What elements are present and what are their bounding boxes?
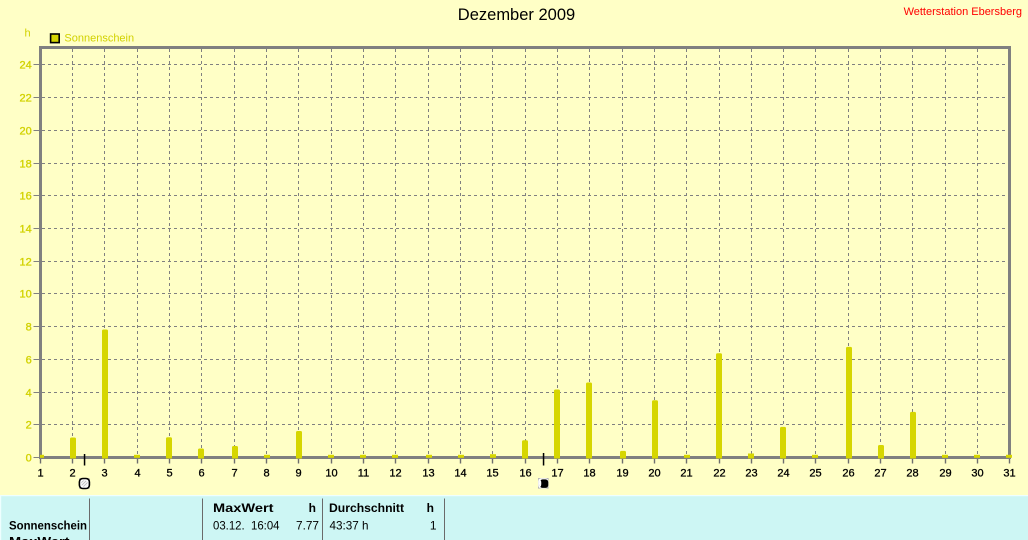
svg-text:20: 20 <box>648 468 660 480</box>
svg-text:15: 15 <box>486 468 498 480</box>
svg-text:h: h <box>309 501 316 515</box>
svg-text:24: 24 <box>20 60 32 72</box>
svg-text:23: 23 <box>745 468 757 480</box>
svg-text:2: 2 <box>69 468 75 480</box>
svg-text:9: 9 <box>295 468 301 480</box>
svg-text:1: 1 <box>430 519 437 533</box>
svg-text:1: 1 <box>37 468 43 480</box>
svg-text:h: h <box>427 501 434 515</box>
svg-text:18: 18 <box>20 159 32 171</box>
svg-text:30: 30 <box>971 468 983 480</box>
svg-text:16: 16 <box>20 191 32 203</box>
svg-text:14: 14 <box>20 224 32 236</box>
svg-text:17: 17 <box>551 468 563 480</box>
svg-text:14: 14 <box>454 468 466 480</box>
svg-text:11: 11 <box>358 468 369 480</box>
svg-text:13: 13 <box>422 468 434 480</box>
svg-text:Sonnenschein: Sonnenschein <box>64 33 134 45</box>
svg-text:18: 18 <box>583 468 595 480</box>
svg-text:6: 6 <box>26 355 32 367</box>
svg-text:MaxWert: MaxWert <box>213 501 274 515</box>
svg-text:16: 16 <box>519 468 531 480</box>
svg-text:03.12. 16:04: 03.12. 16:04 <box>213 519 280 533</box>
svg-text:21: 21 <box>680 468 692 480</box>
svg-text:22: 22 <box>713 468 725 480</box>
svg-text:4: 4 <box>134 468 140 480</box>
svg-text:2: 2 <box>26 420 32 432</box>
svg-text:19: 19 <box>616 468 628 480</box>
svg-text:24: 24 <box>777 468 789 480</box>
svg-text:5: 5 <box>166 468 172 480</box>
svg-text:0: 0 <box>26 453 32 465</box>
svg-text:Dezember 2009: Dezember 2009 <box>458 6 575 24</box>
svg-text:4: 4 <box>26 388 32 400</box>
svg-text:10: 10 <box>20 289 32 301</box>
svg-text:12: 12 <box>389 468 401 480</box>
svg-text:h: h <box>25 27 31 39</box>
svg-text:12: 12 <box>20 257 32 269</box>
svg-text:8: 8 <box>263 468 269 480</box>
svg-text:29: 29 <box>939 468 951 480</box>
svg-text:7: 7 <box>231 468 237 480</box>
svg-text:8: 8 <box>26 322 32 334</box>
svg-text:10: 10 <box>325 468 337 480</box>
svg-text:Wetterstation Ebersberg: Wetterstation Ebersberg <box>904 6 1022 18</box>
svg-text:27: 27 <box>874 468 886 480</box>
svg-text:25: 25 <box>809 468 821 480</box>
svg-text:MaxWert: MaxWert <box>9 535 70 540</box>
svg-text:Durchschnitt: Durchschnitt <box>329 501 404 515</box>
svg-text:6: 6 <box>198 468 204 480</box>
svg-text:22: 22 <box>20 93 32 105</box>
svg-text:26: 26 <box>842 468 854 480</box>
svg-text:28: 28 <box>906 468 918 480</box>
svg-text:3: 3 <box>101 468 107 480</box>
svg-text:31: 31 <box>1003 468 1015 480</box>
svg-text:43:37 h: 43:37 h <box>330 519 369 533</box>
svg-text:Sonnenschein: Sonnenschein <box>9 519 87 533</box>
svg-text:7.77: 7.77 <box>296 519 319 533</box>
svg-text:20: 20 <box>20 126 32 138</box>
